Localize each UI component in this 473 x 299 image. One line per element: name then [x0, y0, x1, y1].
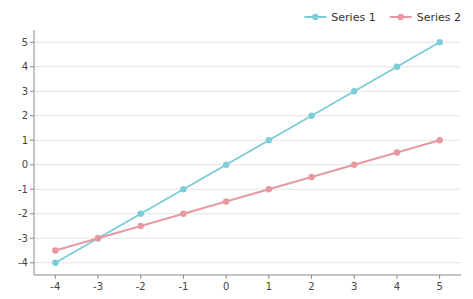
marks [52, 39, 443, 266]
y-tick-label: 5 [22, 37, 28, 48]
grid-line [34, 189, 461, 190]
axes: -4 -3 -2 -1 0 1 2 3 4 5 -4 -3 -2 -1 0 1 2 3 4 5 [18, 30, 461, 292]
legend-label: Series 2 [417, 11, 461, 24]
legend-label: Series 1 [331, 11, 375, 24]
grid-line [34, 164, 461, 165]
x-tick-label: 3 [351, 281, 357, 292]
y-tick-label: -4 [18, 257, 28, 268]
grid [34, 42, 461, 263]
point [308, 113, 314, 119]
y-tick [30, 262, 34, 263]
y-tick-label: -1 [18, 184, 28, 195]
x-tick-label: 4 [394, 281, 400, 292]
y-tick [30, 238, 34, 239]
x-tick [354, 275, 355, 279]
y-tick [30, 66, 34, 67]
point [95, 235, 101, 241]
point [138, 211, 144, 217]
legend-marker [312, 14, 318, 20]
x-tick [140, 275, 141, 279]
x-tick-label: -4 [50, 281, 60, 292]
point [308, 174, 314, 180]
y-tick [30, 213, 34, 214]
y-tick [30, 140, 34, 141]
x-tick-label: 5 [436, 281, 442, 292]
point [223, 198, 229, 204]
y-tick-label: 2 [22, 110, 28, 121]
plot-area [34, 30, 461, 275]
y-tick-label: 3 [22, 86, 28, 97]
x-tick [439, 275, 440, 279]
y-tick [30, 91, 34, 92]
point [138, 223, 144, 229]
point [394, 149, 400, 155]
grid-line [34, 42, 461, 43]
x-tick-label: -1 [178, 281, 188, 292]
y-tick-label: -2 [18, 208, 28, 219]
point [52, 260, 58, 266]
point [180, 211, 186, 217]
legend-item: Series 2 [390, 11, 461, 24]
x-tick [311, 275, 312, 279]
series-line [55, 140, 439, 250]
y-tick [30, 42, 34, 43]
legend-item: Series 1 [304, 11, 375, 24]
x-tick [55, 275, 56, 279]
x-tick-label: -3 [93, 281, 103, 292]
point [351, 88, 357, 94]
point [52, 247, 58, 253]
series [52, 39, 443, 266]
chart-container: -4-3-2-1012345-4-3-2-1012345Series 1Seri… [0, 0, 473, 299]
grid-line [34, 213, 461, 214]
grid-line [34, 91, 461, 92]
x-tick-label: 2 [308, 281, 314, 292]
series-line [55, 42, 439, 263]
y-tick-label: 1 [22, 135, 28, 146]
legend: Series 1 Series 2 [304, 11, 461, 24]
y-tick-label: 4 [22, 61, 28, 72]
y-tick [30, 115, 34, 116]
point [95, 235, 101, 241]
point [266, 186, 272, 192]
grid-line [34, 115, 461, 116]
legend-marker [397, 14, 403, 20]
x-tick-label: 0 [223, 281, 229, 292]
y-tick-label: -3 [18, 233, 28, 244]
x-tick [98, 275, 99, 279]
x-tick [183, 275, 184, 279]
x-tick [226, 275, 227, 279]
y-tick [30, 189, 34, 190]
point [180, 186, 186, 192]
grid-line [34, 140, 461, 141]
point [266, 137, 272, 143]
x-tick-label: 1 [266, 281, 272, 292]
y-tick [30, 164, 34, 165]
point [223, 162, 229, 168]
grid-line [34, 262, 461, 263]
y-tick-label: 0 [22, 159, 28, 170]
point [394, 64, 400, 70]
x-tick [396, 275, 397, 279]
x-tick [268, 275, 269, 279]
x-tick-label: -2 [136, 281, 146, 292]
point [436, 39, 442, 45]
series [52, 137, 443, 254]
point [436, 137, 442, 143]
point [351, 162, 357, 168]
chart-svg: -4-3-2-1012345-4-3-2-1012345Series 1Seri… [0, 0, 473, 299]
